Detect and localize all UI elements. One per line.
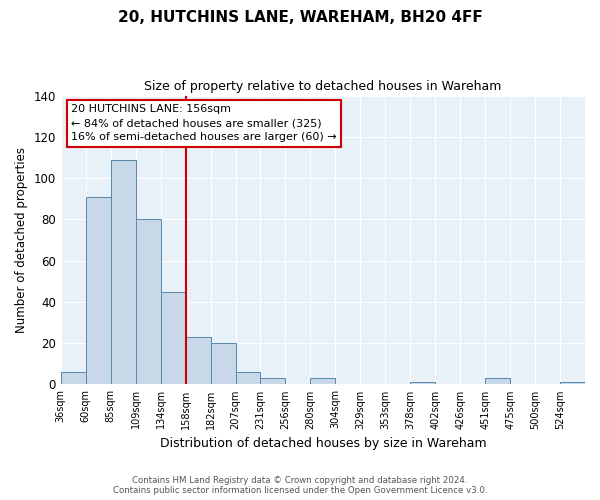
Bar bbox=[211, 343, 236, 384]
Title: Size of property relative to detached houses in Wareham: Size of property relative to detached ho… bbox=[144, 80, 502, 93]
Text: Contains HM Land Registry data © Crown copyright and database right 2024.
Contai: Contains HM Land Registry data © Crown c… bbox=[113, 476, 487, 495]
Bar bbox=[161, 292, 185, 384]
Bar bbox=[560, 382, 585, 384]
Bar bbox=[310, 378, 335, 384]
Bar bbox=[485, 378, 510, 384]
Bar bbox=[410, 382, 435, 384]
Bar bbox=[236, 372, 260, 384]
Bar bbox=[61, 372, 86, 384]
Bar bbox=[136, 220, 161, 384]
Text: 20 HUTCHINS LANE: 156sqm
← 84% of detached houses are smaller (325)
16% of semi-: 20 HUTCHINS LANE: 156sqm ← 84% of detach… bbox=[71, 104, 337, 142]
Bar bbox=[111, 160, 136, 384]
Text: 20, HUTCHINS LANE, WAREHAM, BH20 4FF: 20, HUTCHINS LANE, WAREHAM, BH20 4FF bbox=[118, 10, 482, 25]
Bar bbox=[260, 378, 286, 384]
Bar bbox=[86, 196, 111, 384]
Y-axis label: Number of detached properties: Number of detached properties bbox=[15, 147, 28, 333]
X-axis label: Distribution of detached houses by size in Wareham: Distribution of detached houses by size … bbox=[160, 437, 486, 450]
Bar bbox=[185, 337, 211, 384]
